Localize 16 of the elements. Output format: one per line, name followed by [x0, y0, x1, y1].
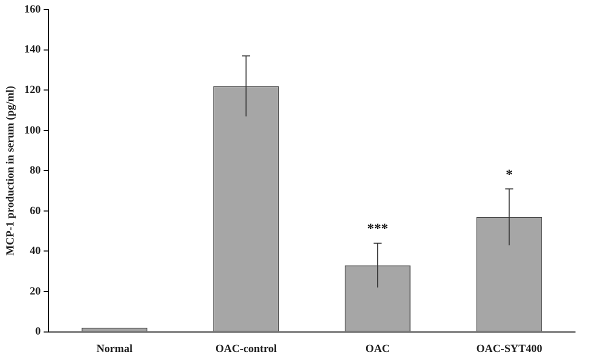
y-tick-label: 80 — [30, 164, 42, 177]
y-tick-label: 160 — [24, 3, 42, 16]
y-tick-label: 60 — [30, 204, 42, 217]
annotation: * — [506, 168, 513, 183]
y-tick-label: 120 — [24, 84, 42, 96]
y-tick-label: 100 — [24, 124, 42, 136]
x-tick-label: Normal — [96, 343, 133, 356]
y-tick-label: 0 — [35, 326, 42, 338]
y-tick-label: 140 — [24, 44, 42, 56]
y-axis-title: MCP-1 production in serum (pg/ml) — [4, 86, 16, 256]
x-tick-label: OAC — [365, 343, 390, 356]
x-tick-label: OAC-control — [215, 343, 277, 356]
y-tick-label: 20 — [30, 285, 42, 298]
y-tick-label: 40 — [30, 245, 42, 258]
annotation: *** — [367, 222, 388, 238]
x-tick-label: OAC-SYT400 — [476, 343, 543, 356]
